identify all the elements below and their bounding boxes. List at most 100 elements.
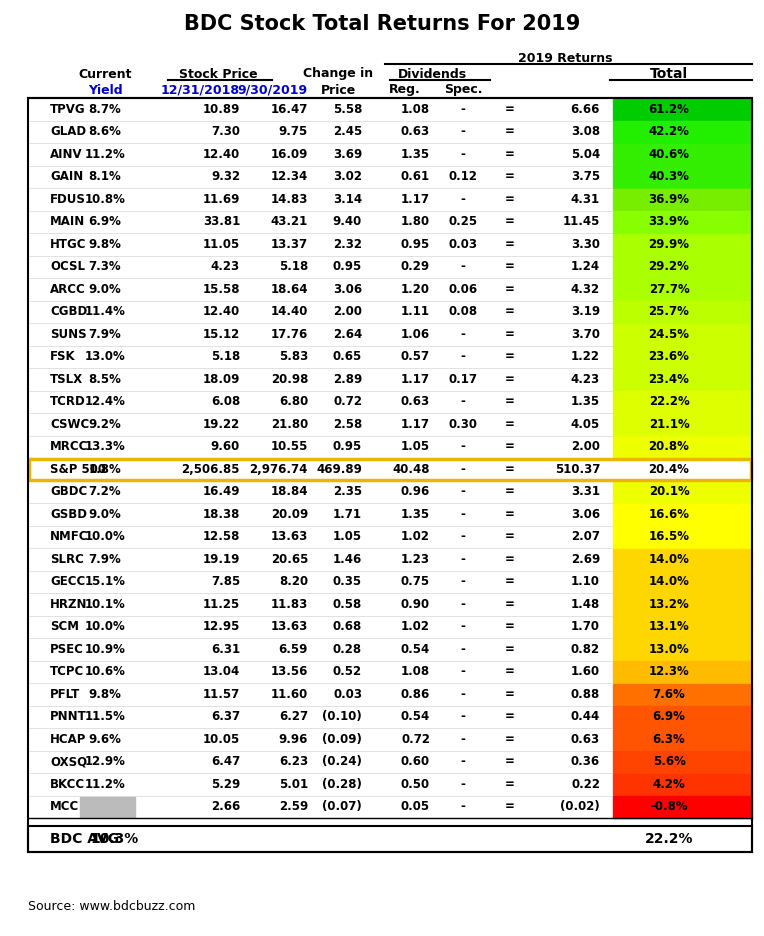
- Text: 20.8%: 20.8%: [649, 440, 689, 453]
- Text: 42.2%: 42.2%: [649, 125, 689, 139]
- Text: 2.00: 2.00: [571, 440, 600, 453]
- Text: =: =: [505, 462, 515, 475]
- Text: Total: Total: [650, 67, 688, 81]
- Text: 8.7%: 8.7%: [89, 103, 121, 116]
- Text: FSK: FSK: [50, 350, 76, 363]
- Text: 13.63: 13.63: [270, 621, 308, 634]
- Text: 1.17: 1.17: [401, 373, 430, 386]
- Text: 20.1%: 20.1%: [649, 485, 689, 498]
- Text: 0.44: 0.44: [571, 710, 600, 724]
- Text: 11.69: 11.69: [202, 193, 240, 206]
- Text: 2.07: 2.07: [571, 531, 600, 543]
- Text: =: =: [505, 395, 515, 408]
- Text: 1.8%: 1.8%: [89, 462, 121, 475]
- Text: 0.30: 0.30: [448, 417, 478, 431]
- Text: 3.31: 3.31: [571, 485, 600, 498]
- Text: 1.02: 1.02: [401, 621, 430, 634]
- Text: 4.05: 4.05: [571, 417, 600, 431]
- Text: 2.35: 2.35: [333, 485, 362, 498]
- Text: 0.86: 0.86: [401, 688, 430, 701]
- Text: =: =: [505, 170, 515, 183]
- Text: 10.0%: 10.0%: [85, 531, 125, 543]
- Text: PFLT: PFLT: [50, 688, 80, 701]
- Text: 8.20: 8.20: [279, 576, 308, 588]
- Text: 1.17: 1.17: [401, 417, 430, 431]
- Text: GAIN: GAIN: [50, 170, 83, 183]
- Text: 0.05: 0.05: [401, 800, 430, 813]
- Text: 0.54: 0.54: [401, 710, 430, 724]
- Text: NMFC: NMFC: [50, 531, 89, 543]
- Text: 1.22: 1.22: [571, 350, 600, 363]
- Text: 19.22: 19.22: [202, 417, 240, 431]
- Text: Change in: Change in: [303, 67, 373, 80]
- Text: -: -: [461, 643, 465, 656]
- Text: 2.89: 2.89: [333, 373, 362, 386]
- Bar: [613, 188, 752, 210]
- Text: 13.56: 13.56: [270, 665, 308, 679]
- Text: 9.0%: 9.0%: [89, 283, 121, 296]
- Text: 4.31: 4.31: [571, 193, 600, 206]
- Text: 8.5%: 8.5%: [89, 373, 121, 386]
- Text: 0.12: 0.12: [448, 170, 478, 183]
- Text: =: =: [505, 755, 515, 768]
- Text: -: -: [461, 148, 465, 161]
- Text: =: =: [505, 193, 515, 206]
- Text: 0.65: 0.65: [333, 350, 362, 363]
- Text: 0.29: 0.29: [401, 260, 430, 273]
- Text: 11.45: 11.45: [562, 215, 600, 228]
- Text: -: -: [461, 688, 465, 701]
- Text: 2019 Returns: 2019 Returns: [518, 51, 612, 65]
- Text: 18.64: 18.64: [270, 283, 308, 296]
- Text: 10.55: 10.55: [270, 440, 308, 453]
- Text: SLRC: SLRC: [50, 553, 84, 565]
- Text: -: -: [461, 553, 465, 565]
- Text: 0.58: 0.58: [333, 598, 362, 611]
- Text: OCSL: OCSL: [50, 260, 85, 273]
- Text: (0.09): (0.09): [322, 733, 362, 746]
- Bar: [613, 728, 752, 750]
- Text: =: =: [505, 485, 515, 498]
- Text: 13.2%: 13.2%: [649, 598, 689, 611]
- Text: (0.10): (0.10): [322, 710, 362, 724]
- Bar: [613, 436, 752, 458]
- Text: =: =: [505, 531, 515, 543]
- Text: -: -: [461, 103, 465, 116]
- Text: 5.18: 5.18: [279, 260, 308, 273]
- Text: 20.4%: 20.4%: [649, 462, 689, 475]
- Text: 0.61: 0.61: [401, 170, 430, 183]
- Text: 3.70: 3.70: [571, 328, 600, 341]
- Text: 0.72: 0.72: [401, 733, 430, 746]
- Text: 1.80: 1.80: [401, 215, 430, 228]
- Text: (0.24): (0.24): [322, 755, 362, 768]
- Text: 16.5%: 16.5%: [649, 531, 689, 543]
- Bar: [613, 526, 752, 548]
- Bar: [613, 706, 752, 727]
- Text: Dividends: Dividends: [397, 67, 467, 80]
- Text: -: -: [461, 328, 465, 341]
- Text: 15.12: 15.12: [202, 328, 240, 341]
- Text: 9.96: 9.96: [279, 733, 308, 746]
- Text: 1.10: 1.10: [571, 576, 600, 588]
- Text: 8.1%: 8.1%: [89, 170, 121, 183]
- Text: 0.68: 0.68: [333, 621, 362, 634]
- Text: 0.06: 0.06: [448, 283, 478, 296]
- Text: 2.69: 2.69: [571, 553, 600, 565]
- Text: 10.6%: 10.6%: [85, 665, 125, 679]
- Text: 2.66: 2.66: [211, 800, 240, 813]
- Text: 14.0%: 14.0%: [649, 576, 689, 588]
- Text: -: -: [461, 778, 465, 791]
- Text: 9.32: 9.32: [211, 170, 240, 183]
- Bar: [613, 571, 752, 592]
- Text: 9/30/2019: 9/30/2019: [237, 83, 307, 96]
- Bar: [613, 593, 752, 615]
- Text: 0.17: 0.17: [448, 373, 478, 386]
- Text: -: -: [461, 733, 465, 746]
- Text: 10.8%: 10.8%: [85, 193, 125, 206]
- Text: CGBD: CGBD: [50, 305, 87, 318]
- Bar: [613, 98, 752, 120]
- Bar: [613, 548, 752, 570]
- Text: -: -: [461, 485, 465, 498]
- Text: -: -: [461, 507, 465, 520]
- Text: 1.46: 1.46: [333, 553, 362, 565]
- Text: 21.1%: 21.1%: [649, 417, 689, 431]
